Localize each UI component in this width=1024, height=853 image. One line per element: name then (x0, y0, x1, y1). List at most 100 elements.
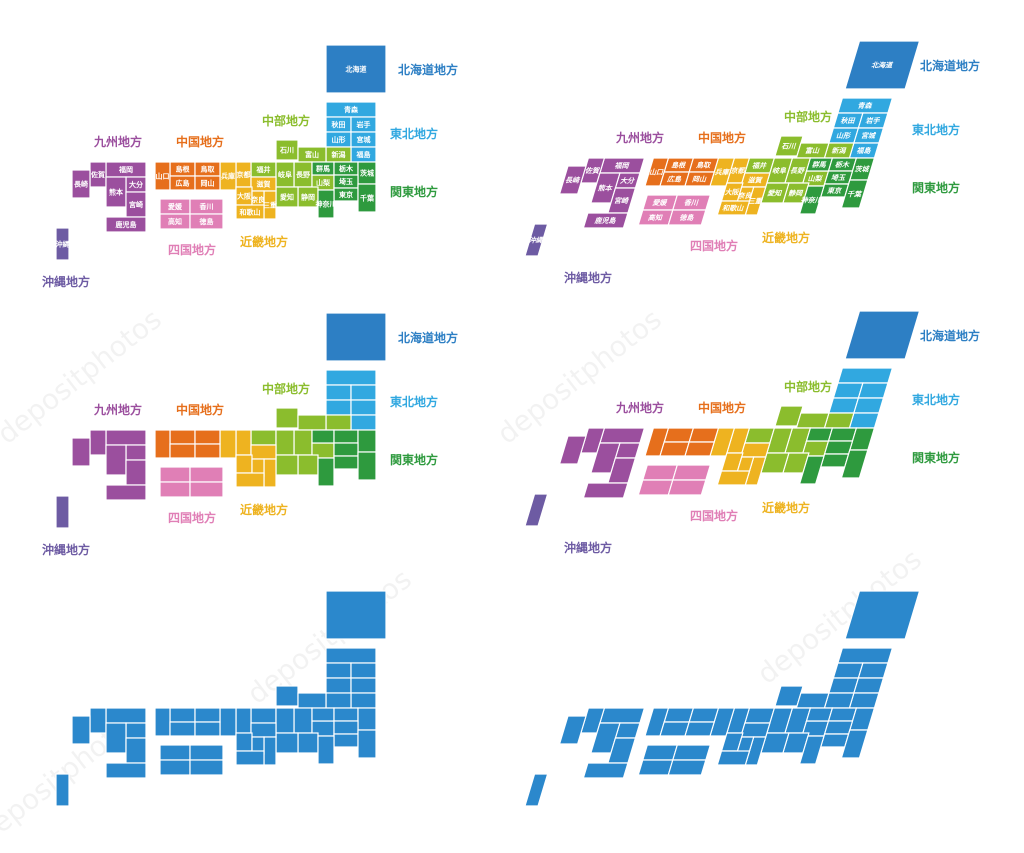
prefecture-osaka (235, 454, 253, 474)
prefecture-nagasaki (558, 435, 587, 465)
region-label-kanto: 関東地方 (912, 180, 960, 195)
prefecture-kanagawa (317, 189, 335, 219)
prefecture-kanagawa (317, 735, 335, 765)
region-label-shikoku: 四国地方 (168, 510, 216, 525)
prefecture-label-tochigi: 栃木 (834, 160, 851, 169)
prefecture-iwate (857, 382, 889, 399)
prefecture-kanagawa (317, 457, 335, 487)
prefecture-yamagata (325, 677, 352, 694)
prefecture-miyagi (853, 397, 885, 414)
prefecture-gunma (311, 707, 335, 722)
prefecture-shizuoka (297, 454, 319, 476)
prefecture-fukui (250, 429, 277, 446)
prefecture-okinawa (524, 223, 549, 257)
prefecture-niigata (325, 692, 352, 709)
prefecture-label-tokushima: 徳島 (199, 217, 214, 226)
prefecture-aomori (837, 367, 894, 384)
prefecture-nagasaki (71, 715, 91, 745)
prefecture-label-kyoto: 京都 (237, 170, 251, 179)
prefecture-kumamoto (105, 444, 127, 476)
prefecture-fukuoka (599, 707, 646, 724)
prefecture-label-nagano: 長野 (789, 166, 806, 175)
prefecture-label-kanagawa: 神奈川 (316, 200, 337, 209)
prefecture-chiba (357, 729, 377, 759)
prefecture-label-ibaraki: 茨城 (854, 165, 871, 174)
prefecture-oita (125, 444, 147, 461)
prefecture-label-nagasaki: 長崎 (564, 176, 581, 185)
prefecture-ehime (159, 466, 191, 483)
prefecture-niigata (823, 412, 855, 429)
prefecture-label-fukui: 福井 (256, 165, 271, 174)
prefecture-label-niigata: 新潟 (332, 150, 346, 159)
prefecture-ehime (159, 744, 191, 761)
prefecture-okinawa (55, 773, 70, 807)
prefecture-okinawa (524, 773, 549, 807)
prefecture-miyagi (350, 677, 377, 694)
prefecture-yamagata (325, 399, 352, 416)
prefecture-label-iwate: 岩手 (864, 116, 882, 125)
prefecture-hyogo (219, 429, 237, 459)
region-label-chubu: 中部地方 (262, 381, 310, 396)
prefecture-label-kumamoto: 熊本 (109, 188, 123, 197)
prefecture-label-chiba: 千葉 (846, 190, 863, 199)
prefecture-label-tokushima: 徳島 (678, 213, 696, 222)
prefecture-tokyo (333, 455, 359, 470)
region-label-tohoku: 東北地方 (912, 122, 960, 137)
prefecture-toyama (297, 414, 327, 431)
prefecture-kagoshima (105, 762, 147, 779)
prefecture-label-tottori: 鳥取 (695, 161, 712, 170)
prefecture-chiba (357, 451, 377, 481)
prefecture-hokkaido (325, 590, 387, 640)
prefecture-label-shimane: 島根 (670, 161, 687, 170)
prefecture-fukushima (350, 692, 377, 709)
prefecture-label-kagawa: 香川 (199, 202, 214, 211)
prefecture-label-okinawa: 沖縄 (528, 236, 545, 245)
prefecture-tottori (194, 429, 221, 445)
region-label-kinki: 近畿地方 (240, 502, 288, 517)
prefecture-label-toyama: 富山 (305, 150, 319, 159)
prefecture-okayama (684, 441, 715, 457)
prefecture-okinawa (55, 495, 70, 529)
prefecture-label-yamagata: 山形 (835, 131, 852, 140)
prefecture-label-gunma: 群馬 (811, 160, 828, 169)
region-label-kyushu: 九州地方 (615, 130, 664, 145)
prefecture-wakayama (716, 470, 751, 486)
prefecture-label-tokyo: 東京 (825, 186, 843, 195)
prefecture-mie (263, 458, 277, 488)
region-label-chubu: 中部地方 (262, 113, 310, 128)
region-label-okinawa: 沖縄地方 (564, 270, 612, 285)
region-label-hokkaido: 北海道地方 (920, 58, 980, 73)
prefecture-label-toyama: 富山 (804, 146, 821, 155)
prefecture-okinawa (524, 493, 549, 527)
prefecture-kagawa (189, 466, 224, 483)
prefecture-label-saga: 佐賀 (90, 170, 105, 179)
prefecture-wakayama (235, 750, 265, 766)
prefecture-fukuoka (105, 429, 147, 446)
prefecture-kagawa (672, 464, 712, 481)
prefecture-label-tokyo: 東京 (339, 190, 353, 199)
prefecture-saitama (823, 440, 854, 455)
prefecture-kagoshima (582, 482, 629, 499)
prefecture-iwate (350, 384, 377, 401)
prefecture-chiba (840, 729, 869, 759)
prefecture-label-okinawa: 沖縄 (56, 240, 70, 249)
prefecture-label-yamanashi: 山梨 (316, 178, 331, 187)
prefecture-fukuoka (105, 707, 147, 724)
prefecture-kanagawa (798, 185, 825, 215)
prefecture-label-fukuoka: 福岡 (613, 161, 631, 170)
prefecture-nagasaki (558, 715, 587, 745)
prefecture-gifu (275, 429, 295, 456)
prefecture-okinawa (55, 227, 70, 261)
prefecture-label-saga: 佐賀 (583, 166, 601, 175)
prefecture-label-aomori: 青森 (344, 105, 359, 114)
prefecture-yamaguchi (154, 429, 171, 459)
region-label-kinki: 近畿地方 (762, 500, 810, 515)
prefecture-tokushima (667, 759, 707, 776)
prefecture-wakayama (716, 750, 751, 766)
prefecture-label-kagoshima: 鹿児島 (594, 216, 618, 225)
prefecture-tokushima (189, 481, 224, 498)
prefecture-shiga (250, 722, 277, 738)
prefecture-label-hiroshima: 広島 (176, 179, 190, 188)
